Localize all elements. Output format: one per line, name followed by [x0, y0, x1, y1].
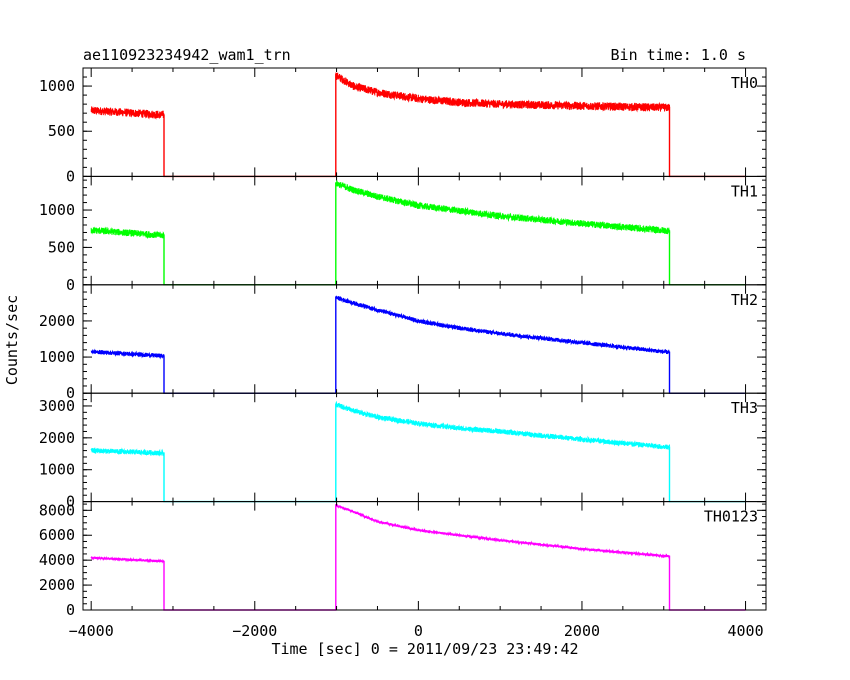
y-tick-label: 1000 — [39, 461, 75, 479]
y-tick-label: 4000 — [39, 551, 75, 569]
x-tick-label: −2000 — [232, 622, 277, 640]
series-noise-th0123 — [90, 503, 671, 564]
x-tick-label: 2000 — [564, 622, 600, 640]
panel-label: TH2 — [731, 291, 758, 309]
y-tick-label: 2000 — [39, 576, 75, 594]
y-tick-label: 8000 — [39, 501, 75, 519]
series-noise-th3 — [90, 400, 671, 457]
y-axis-label: Counts/sec — [3, 295, 21, 385]
panel-frame — [82, 284, 767, 394]
y-tick-label: 2000 — [39, 429, 75, 447]
y-tick-label: 6000 — [39, 526, 75, 544]
panel-label: TH3 — [731, 399, 758, 417]
panel-stack: 0 500 1000 TH0 0 500 1000 TH1 0 1000 2000 TH2 0 1000 2… — [39, 67, 767, 619]
y-tick-label: 0 — [66, 493, 75, 511]
y-tick-label: 500 — [48, 238, 75, 256]
y-tick-label: 0 — [66, 167, 75, 185]
panel-label: TH0123 — [704, 508, 758, 526]
series-noise-th2 — [90, 295, 671, 360]
panel-th3: 0 1000 2000 3000 TH3 — [39, 392, 767, 511]
y-tick-label: 1000 — [39, 201, 75, 219]
series-noise-th0 — [90, 72, 671, 120]
x-tick-label: −4000 — [69, 622, 114, 640]
x-axis: −4000 −2000 0 2000 4000 — [69, 622, 764, 640]
y-tick-label: 500 — [48, 122, 75, 140]
x-axis-label: Time [sec] 0 = 2011/09/23 23:49:42 — [271, 640, 578, 658]
panel-frame — [82, 501, 767, 611]
panel-frame — [82, 67, 767, 177]
bin-time-label: Bin time: 1.0 s — [611, 46, 746, 64]
y-tick-label: 0 — [66, 276, 75, 294]
series-th0123 — [91, 504, 746, 611]
y-tick-label: 1000 — [39, 77, 75, 95]
panel-th2: 0 1000 2000 TH2 — [39, 284, 767, 402]
panel-label: TH1 — [731, 182, 758, 200]
panel-label: TH0 — [731, 74, 758, 92]
y-tick-label: 2000 — [39, 312, 75, 330]
series-th0 — [91, 73, 746, 178]
series-th2 — [91, 296, 746, 394]
y-tick-label: 0 — [66, 384, 75, 402]
y-tick-label: 0 — [66, 601, 75, 619]
series-th3 — [91, 403, 746, 503]
series-th1 — [91, 182, 746, 286]
y-tick-label: 1000 — [39, 348, 75, 366]
x-tick-label: 4000 — [727, 622, 763, 640]
panel-th0: 0 500 1000 TH0 — [39, 67, 767, 185]
x-tick-label: 0 — [414, 622, 423, 640]
y-tick-label: 3000 — [39, 397, 75, 415]
panel-th0123: 0 2000 4000 6000 8000 TH0123 — [39, 501, 767, 619]
series-noise-th1 — [90, 180, 671, 240]
figure-title: ae110923234942_wam1_trn — [83, 46, 291, 64]
panel-th1: 0 500 1000 TH1 — [39, 175, 767, 294]
